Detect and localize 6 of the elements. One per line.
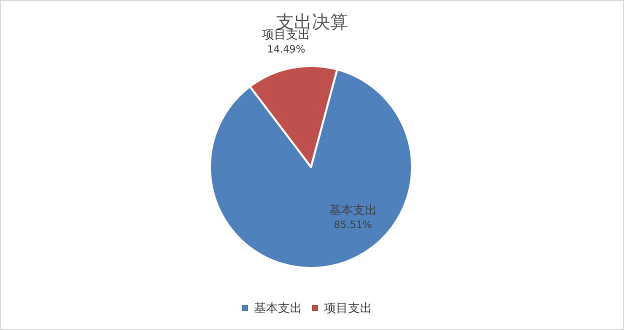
data-label: 14.49% [267, 44, 306, 56]
pie-slice [209, 68, 413, 269]
data-label: 85.51% [334, 220, 372, 231]
legend-label: 项目支出 [324, 301, 372, 315]
legend-label: 基本支出 [254, 301, 302, 315]
slice-label: 基本支出 [329, 203, 377, 217]
